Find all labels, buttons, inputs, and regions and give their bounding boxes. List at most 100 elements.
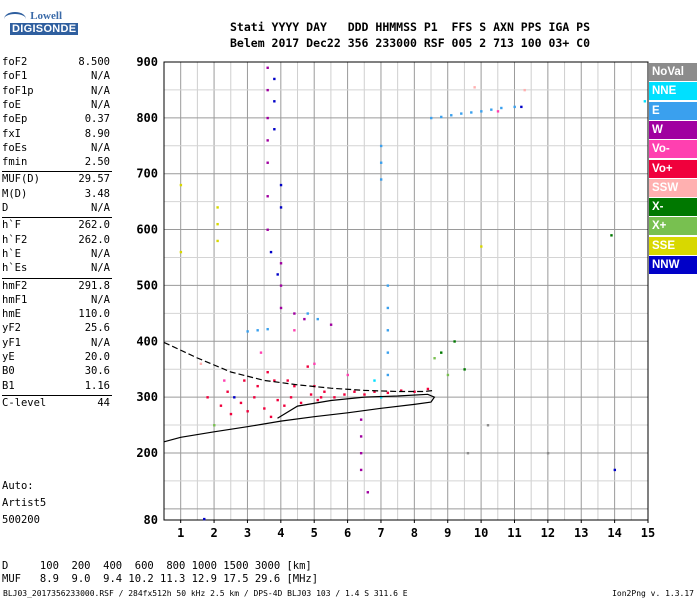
echo-point-ssw bbox=[523, 88, 526, 92]
echo-point-w bbox=[329, 323, 333, 326]
echo-point-nnw bbox=[273, 128, 276, 131]
param-row: foF2 8.500 bbox=[2, 56, 110, 70]
echo-point-vo- bbox=[263, 407, 266, 410]
param-row: foE N/A bbox=[2, 99, 110, 113]
echo-point-vo- bbox=[283, 404, 286, 407]
param-value: N/A bbox=[91, 98, 110, 111]
param-value: N/A bbox=[91, 262, 110, 275]
echo-point-sse bbox=[216, 239, 219, 243]
echo-point-vo- bbox=[309, 393, 313, 396]
param-key: fxI bbox=[2, 127, 21, 140]
param-value: N/A bbox=[91, 84, 110, 97]
param-value: N/A bbox=[91, 247, 110, 260]
param-row: yF2 25.6 bbox=[2, 322, 110, 336]
echo-point-vo- bbox=[293, 384, 296, 388]
legend-item: E bbox=[649, 101, 697, 120]
echo-point-noval bbox=[546, 451, 550, 455]
param-value: 262.0 bbox=[78, 219, 110, 232]
x-tick-label: 11 bbox=[507, 526, 521, 540]
echo-point-e bbox=[306, 312, 309, 315]
param-value: 110.0 bbox=[78, 308, 110, 321]
legend-item: NNW bbox=[649, 256, 697, 274]
echo-point-w bbox=[366, 491, 370, 494]
echo-point-e bbox=[379, 161, 383, 164]
footer-file-info: BLJ03_2017356233000.RSF / 284fx512h 50 k… bbox=[3, 589, 408, 598]
param-value: N/A bbox=[91, 202, 110, 214]
echo-point-nnw bbox=[276, 273, 279, 276]
header-line-1: Stati YYYY DAY DDD HHMMSS P1 FFS S AXN P… bbox=[230, 20, 591, 34]
header-line-2: Belem 2017 Dec22 356 233000 RSF 005 2 71… bbox=[230, 36, 591, 50]
echo-point-e bbox=[379, 178, 383, 181]
x-tick-label: 10 bbox=[474, 526, 488, 540]
echo-point-w bbox=[303, 317, 306, 321]
echo-point-nne bbox=[379, 396, 383, 399]
echo-point-e bbox=[470, 111, 473, 114]
x-tick-label: 15 bbox=[641, 526, 655, 540]
echo-point-x- bbox=[433, 357, 436, 360]
echo-point-ssw bbox=[199, 362, 203, 366]
echo-point-vo- bbox=[223, 379, 226, 382]
echo-point-e bbox=[379, 144, 383, 148]
y-tick-label: 500 bbox=[136, 278, 158, 292]
echo-point-vo- bbox=[239, 401, 243, 405]
echo-point-vo- bbox=[259, 351, 263, 354]
y-tick-label: 80 bbox=[144, 513, 158, 527]
param-row: foEs N/A bbox=[2, 142, 110, 156]
echo-point-nnw bbox=[273, 77, 276, 81]
muf-row: MUF 8.9 9.0 9.4 10.2 11.3 12.9 17.5 29.6… bbox=[2, 573, 319, 585]
echo-point-w bbox=[266, 116, 269, 120]
param-key: h`F2 bbox=[2, 233, 28, 246]
param-value: 8.500 bbox=[78, 56, 110, 68]
echo-point-vo- bbox=[316, 398, 319, 402]
param-row: foF1 N/A bbox=[2, 70, 110, 84]
echo-point-vo- bbox=[256, 384, 259, 388]
legend-item: X+ bbox=[649, 217, 697, 236]
echo-point-vo- bbox=[333, 396, 336, 399]
param-value: N/A bbox=[91, 141, 110, 154]
param-row: h`E N/A bbox=[2, 248, 110, 262]
echo-point-vo- bbox=[306, 365, 309, 368]
echo-point-nne bbox=[373, 379, 376, 382]
echo-point-w bbox=[293, 312, 296, 315]
param-key: foF1p bbox=[2, 84, 34, 97]
x-tick-label: 7 bbox=[377, 526, 384, 540]
legend-item: W bbox=[649, 120, 697, 139]
auto-label: Auto: bbox=[2, 480, 34, 492]
echo-point-vo- bbox=[353, 390, 356, 393]
param-key: foEs bbox=[2, 141, 28, 154]
echo-point-nnw bbox=[613, 468, 617, 472]
echo-point-vo- bbox=[219, 404, 223, 407]
echo-point-vo- bbox=[363, 393, 366, 396]
echo-point-e bbox=[386, 329, 390, 332]
param-key: fmin bbox=[2, 156, 28, 169]
echo-point-e bbox=[266, 327, 269, 331]
logo-digisonde: DIGISONDE bbox=[10, 23, 79, 35]
param-key: h`Es bbox=[2, 262, 28, 275]
echo-point-w bbox=[359, 451, 363, 455]
param-value: 44 bbox=[97, 396, 110, 409]
echo-point-x- bbox=[446, 373, 450, 377]
param-row: foEp 0.37 bbox=[2, 113, 110, 127]
echo-point-noval bbox=[486, 424, 490, 427]
param-row: M(D) 3.48 bbox=[2, 188, 110, 202]
echo-point-e bbox=[500, 106, 503, 110]
legend-item: NoVal bbox=[649, 63, 697, 81]
x-tick-label: 2 bbox=[210, 526, 217, 540]
echo-point-sse bbox=[179, 183, 183, 187]
logo-lowell: Lowell bbox=[30, 10, 62, 22]
echo-point-vo- bbox=[206, 396, 209, 399]
param-row: h`F 262.0 bbox=[2, 219, 110, 233]
param-key: B1 bbox=[2, 379, 15, 392]
echo-point-sse bbox=[179, 250, 183, 254]
param-key: foEp bbox=[2, 113, 28, 126]
param-key: D bbox=[2, 202, 9, 214]
legend-item: X- bbox=[649, 198, 697, 217]
param-key: yF2 bbox=[2, 322, 21, 335]
echo-point-w bbox=[266, 139, 269, 142]
param-key: foF2 bbox=[2, 56, 28, 68]
echo-point-vo- bbox=[229, 412, 233, 416]
y-tick-label: 600 bbox=[136, 223, 158, 237]
footer-version: Ion2Png v. 1.3.17 bbox=[612, 589, 694, 598]
echo-point-vo- bbox=[273, 379, 276, 382]
param-separator bbox=[2, 394, 112, 396]
